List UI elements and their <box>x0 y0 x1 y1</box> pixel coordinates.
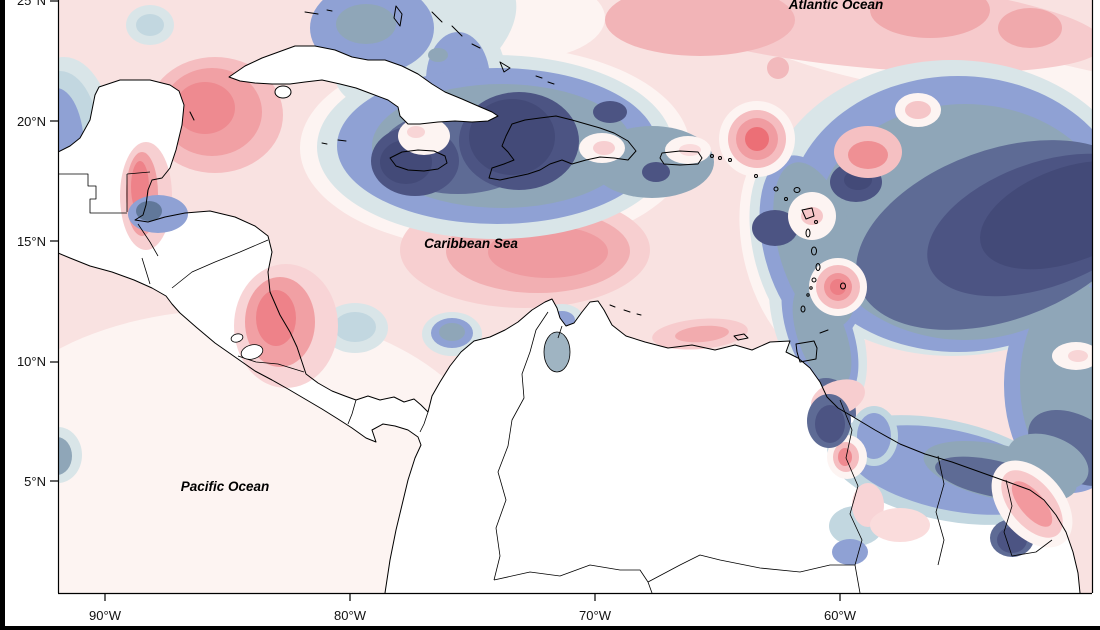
axis-ticks <box>50 0 841 601</box>
border-guyana-suriname <box>935 455 945 566</box>
islands-bahamas <box>304 5 555 85</box>
coastline-central-south-america <box>58 79 1081 593</box>
border-venezuela-brazil <box>493 554 855 593</box>
landmass-cuba <box>229 46 498 124</box>
island-isla-juventud-outline <box>274 85 292 99</box>
lake-maracaibo <box>543 331 571 373</box>
overland-shading <box>120 142 1089 565</box>
axis-labels: 25°N 20°N 15°N 10°N 5°N 90°W 80°W 70°W 6… <box>17 0 857 623</box>
island-tobago <box>819 329 829 334</box>
label-caribbean-sea: Caribbean Sea <box>424 236 518 251</box>
landmass-fills <box>58 46 1080 593</box>
border-suriname-french-guiana <box>1003 479 1013 557</box>
lon-label-90w: 90°W <box>89 608 122 623</box>
landmass-central-south-america <box>58 80 1080 593</box>
screen-edge-bottom-bar <box>0 626 1100 630</box>
label-pacific-ocean: Pacific Ocean <box>181 479 270 494</box>
islands-cayman <box>321 139 347 145</box>
island-isla-juventud <box>275 86 291 98</box>
lakes <box>230 325 563 360</box>
lat-label-15n: 15°N <box>17 234 46 249</box>
coastline-pacific <box>58 252 422 593</box>
coastlines <box>58 5 1081 593</box>
border-french-guiana-brazil <box>1011 539 1053 557</box>
coastline-hispaniola <box>488 115 637 181</box>
lon-label-60w: 60°W <box>824 608 857 623</box>
border-venezuela-guyana <box>839 399 863 593</box>
lake-managua <box>230 333 244 343</box>
coastline-trinidad <box>795 340 818 363</box>
border-costa-rica-panama <box>347 399 357 425</box>
border-guatemala-honduras <box>137 223 159 285</box>
plot-frame <box>57 0 1094 595</box>
border-colombia-venezuela <box>493 311 549 581</box>
islands-venezuela-coast <box>609 304 749 341</box>
islands-lesser-antilles <box>710 154 846 313</box>
lat-label-25n: 25°N <box>17 0 46 8</box>
screen-edge-left-bar <box>0 0 5 630</box>
lake-nicaragua <box>240 344 264 360</box>
country-borders <box>58 171 1053 593</box>
lon-label-80w: 80°W <box>334 608 367 623</box>
coastline-jamaica <box>389 149 448 172</box>
lat-label-5n: 5°N <box>24 474 46 489</box>
coastline-puerto-rico <box>659 150 703 166</box>
label-atlantic-ocean: Atlantic Ocean <box>788 0 884 12</box>
border-honduras-nicaragua <box>171 239 269 289</box>
border-mexico-guatemala <box>58 171 151 214</box>
border-panama-colombia <box>419 411 429 433</box>
lat-label-10n: 10°N <box>17 354 46 369</box>
lon-label-70w: 70°W <box>579 608 612 623</box>
island-cozumel <box>189 111 195 121</box>
coastline-cuba <box>228 45 499 125</box>
maracaibo-channel <box>557 325 563 339</box>
lat-label-20n: 20°N <box>17 114 46 129</box>
